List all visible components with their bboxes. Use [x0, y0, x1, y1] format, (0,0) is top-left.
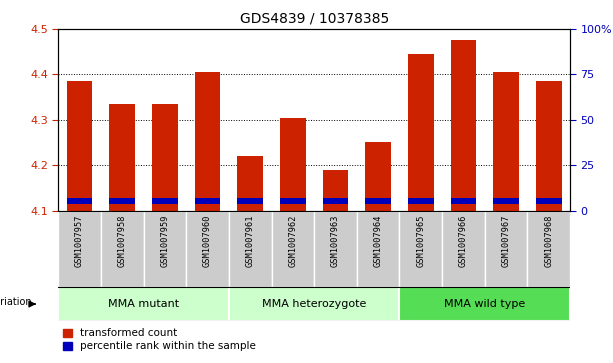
Text: GSM1007960: GSM1007960 — [203, 214, 212, 267]
Bar — [485, 211, 527, 287]
Bar — [322, 198, 348, 204]
Bar — [152, 104, 178, 211]
Bar — [408, 54, 433, 211]
Bar — [272, 211, 314, 287]
Bar — [365, 142, 391, 211]
Text: GSM1007962: GSM1007962 — [288, 214, 297, 267]
Bar — [493, 198, 519, 204]
Bar — [101, 211, 143, 287]
Bar — [357, 211, 400, 287]
Text: GSM1007963: GSM1007963 — [331, 214, 340, 267]
Bar — [109, 104, 135, 211]
Bar — [152, 198, 178, 204]
Bar — [229, 211, 272, 287]
Bar — [195, 198, 220, 204]
Bar — [109, 198, 135, 204]
Bar — [58, 287, 229, 321]
Bar — [451, 40, 476, 211]
Bar — [67, 81, 93, 211]
Bar — [408, 198, 433, 204]
Bar — [493, 72, 519, 211]
Bar — [536, 198, 562, 204]
Bar — [536, 81, 562, 211]
Text: MMA mutant: MMA mutant — [108, 299, 179, 309]
Bar — [400, 287, 570, 321]
Bar — [442, 211, 485, 287]
Bar — [314, 211, 357, 287]
Bar — [280, 118, 306, 211]
Text: MMA wild type: MMA wild type — [444, 299, 525, 309]
Bar — [186, 211, 229, 287]
Text: GSM1007959: GSM1007959 — [161, 214, 169, 267]
Text: GSM1007958: GSM1007958 — [118, 214, 127, 267]
Bar — [195, 72, 220, 211]
Bar — [67, 198, 93, 204]
Text: GSM1007964: GSM1007964 — [374, 214, 383, 267]
Bar — [322, 170, 348, 211]
Text: GSM1007965: GSM1007965 — [416, 214, 425, 267]
Bar — [237, 156, 263, 211]
Text: GSM1007961: GSM1007961 — [246, 214, 254, 267]
Bar — [58, 211, 101, 287]
Bar — [143, 211, 186, 287]
Legend: transformed count, percentile rank within the sample: transformed count, percentile rank withi… — [63, 328, 256, 351]
Bar — [400, 211, 442, 287]
Bar — [365, 198, 391, 204]
Text: GSM1007967: GSM1007967 — [501, 214, 511, 267]
Bar — [280, 198, 306, 204]
Text: MMA heterozygote: MMA heterozygote — [262, 299, 367, 309]
Bar — [451, 198, 476, 204]
Bar — [527, 211, 570, 287]
Text: GSM1007968: GSM1007968 — [544, 214, 554, 267]
Text: GSM1007966: GSM1007966 — [459, 214, 468, 267]
Bar — [229, 287, 400, 321]
Title: GDS4839 / 10378385: GDS4839 / 10378385 — [240, 11, 389, 25]
Bar — [237, 198, 263, 204]
Text: GSM1007957: GSM1007957 — [75, 214, 84, 267]
Text: genotype/variation: genotype/variation — [0, 297, 32, 307]
